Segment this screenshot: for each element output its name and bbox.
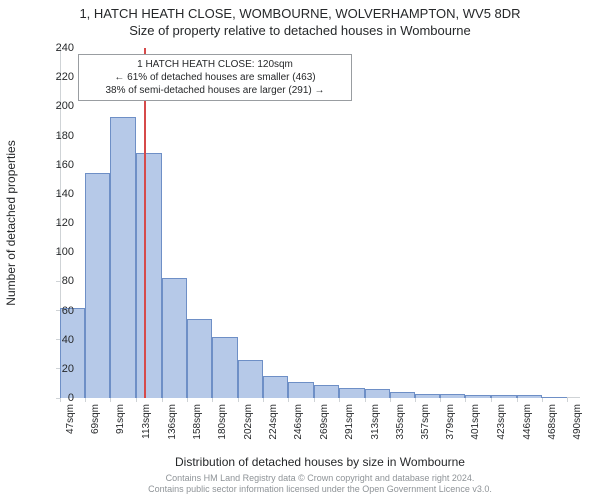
histogram-bar — [288, 382, 314, 398]
x-tick-mark — [212, 398, 213, 402]
x-tick-label: 158sqm — [192, 404, 203, 449]
x-tick-label: 224sqm — [268, 404, 279, 449]
x-tick-mark — [187, 398, 188, 402]
x-tick-label: 180sqm — [217, 404, 228, 449]
histogram-bar — [314, 385, 339, 398]
y-tick-label: 0 — [44, 392, 74, 404]
x-tick-label: 202sqm — [243, 404, 254, 449]
histogram-bar — [517, 395, 542, 398]
histogram-bar — [162, 278, 187, 398]
x-tick-label: 291sqm — [344, 404, 355, 449]
x-tick-mark — [238, 398, 239, 402]
x-tick-label: 47sqm — [65, 404, 76, 449]
x-tick-mark — [288, 398, 289, 402]
x-tick-mark — [162, 398, 163, 402]
y-tick-label: 80 — [44, 275, 74, 287]
x-axis-label: Distribution of detached houses by size … — [60, 455, 580, 469]
x-tick-label: 313sqm — [370, 404, 381, 449]
x-tick-mark — [136, 398, 137, 402]
x-tick-label: 246sqm — [293, 404, 304, 449]
x-tick-mark — [339, 398, 340, 402]
footer-attribution: Contains HM Land Registry data © Crown c… — [60, 473, 580, 495]
y-tick-label: 40 — [44, 334, 74, 346]
x-tick-mark — [465, 398, 466, 402]
x-tick-mark — [110, 398, 111, 402]
x-tick-label: 446sqm — [522, 404, 533, 449]
histogram-bar — [339, 388, 364, 398]
annotation-box: 1 HATCH HEATH CLOSE: 120sqm← 61% of deta… — [78, 54, 352, 101]
x-tick-mark — [415, 398, 416, 402]
histogram-bar — [263, 376, 288, 398]
x-tick-mark — [263, 398, 264, 402]
chart-title-line1: 1, HATCH HEATH CLOSE, WOMBOURNE, WOLVERH… — [0, 0, 600, 21]
chart-container: { "chart": { "type": "histogram", "title… — [0, 0, 600, 500]
histogram-bar — [110, 117, 135, 398]
y-tick-label: 220 — [44, 71, 74, 83]
x-tick-label: 357sqm — [420, 404, 431, 449]
x-tick-label: 136sqm — [167, 404, 178, 449]
x-tick-label: 335sqm — [395, 404, 406, 449]
x-tick-mark — [314, 398, 315, 402]
annotation-line: 1 HATCH HEATH CLOSE: 120sqm — [85, 58, 345, 71]
annotation-line: ← 61% of detached houses are smaller (46… — [85, 71, 345, 84]
x-tick-mark — [85, 398, 86, 402]
histogram-bar — [465, 395, 490, 398]
histogram-bar — [85, 173, 110, 398]
x-tick-label: 490sqm — [572, 404, 583, 449]
histogram-bar — [60, 308, 85, 398]
x-tick-mark — [567, 398, 568, 402]
histogram-bar — [491, 395, 517, 398]
x-tick-label: 468sqm — [547, 404, 558, 449]
x-tick-label: 91sqm — [115, 404, 126, 449]
y-tick-label: 60 — [44, 305, 74, 317]
x-tick-label: 423sqm — [496, 404, 507, 449]
chart-title-line2: Size of property relative to detached ho… — [0, 21, 600, 38]
x-tick-label: 69sqm — [90, 404, 101, 449]
x-tick-label: 269sqm — [319, 404, 330, 449]
histogram-bar — [542, 397, 567, 398]
x-tick-mark — [517, 398, 518, 402]
annotation-line: 38% of semi-detached houses are larger (… — [85, 84, 345, 97]
histogram-bar — [212, 337, 237, 398]
x-tick-label: 379sqm — [445, 404, 456, 449]
x-tick-label: 401sqm — [470, 404, 481, 449]
y-tick-label: 100 — [44, 246, 74, 258]
x-tick-mark — [440, 398, 441, 402]
y-tick-label: 240 — [44, 42, 74, 54]
x-tick-mark — [542, 398, 543, 402]
y-axis-label: Number of detached properties — [4, 48, 20, 398]
histogram-bar — [440, 394, 465, 398]
y-tick-label: 20 — [44, 363, 74, 375]
footer-line1: Contains HM Land Registry data © Crown c… — [60, 473, 580, 484]
x-tick-mark — [491, 398, 492, 402]
y-tick-label: 140 — [44, 188, 74, 200]
y-tick-label: 200 — [44, 100, 74, 112]
histogram-bar — [238, 360, 263, 398]
histogram-bar — [136, 153, 162, 398]
histogram-bar — [187, 319, 212, 398]
histogram-bar — [365, 389, 390, 398]
x-tick-mark — [390, 398, 391, 402]
footer-line2: Contains public sector information licen… — [60, 484, 580, 495]
x-tick-label: 113sqm — [141, 404, 152, 449]
x-tick-mark — [365, 398, 366, 402]
histogram-bar — [415, 394, 440, 398]
y-tick-label: 180 — [44, 130, 74, 142]
y-tick-label: 160 — [44, 159, 74, 171]
histogram-bar — [390, 392, 415, 398]
y-tick-label: 120 — [44, 217, 74, 229]
